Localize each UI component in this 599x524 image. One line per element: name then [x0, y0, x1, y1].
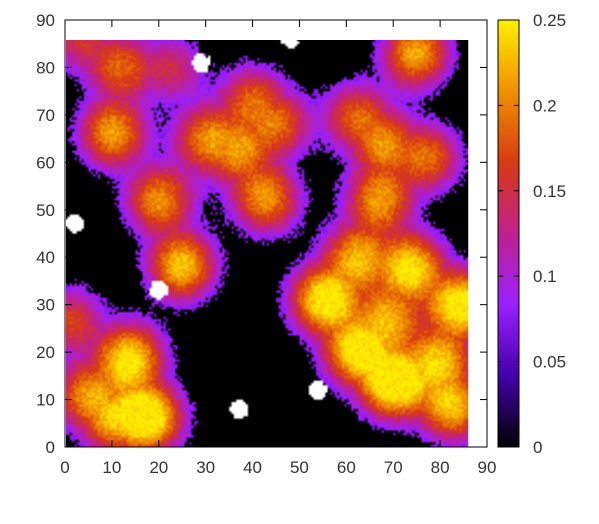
colorbar-tick-label: 0.2: [533, 96, 557, 115]
x-tick-label: 30: [196, 458, 215, 477]
x-tick-label: 90: [478, 458, 497, 477]
colorbar-tick-label: 0.25: [533, 11, 566, 30]
y-tick-label: 80: [36, 58, 55, 77]
x-tick-label: 10: [102, 458, 121, 477]
y-tick-label: 60: [36, 153, 55, 172]
heatmap-image: [65, 39, 468, 447]
y-tick-label: 10: [36, 391, 55, 410]
y-tick-label: 90: [36, 11, 55, 30]
colorbar-tick-label: 0.1: [533, 267, 557, 286]
x-tick-label: 80: [431, 458, 450, 477]
x-tick-label: 20: [149, 458, 168, 477]
colorbar-tick-label: 0.05: [533, 353, 566, 372]
y-tick-label: 30: [36, 296, 55, 315]
x-tick-label: 70: [384, 458, 403, 477]
x-tick-label: 0: [60, 458, 69, 477]
y-tick-label: 20: [36, 343, 55, 362]
x-tick-label: 60: [337, 458, 356, 477]
y-tick-label: 40: [36, 248, 55, 267]
y-tick-label: 50: [36, 201, 55, 220]
colorbar: 0 0.05 0.1 0.15 0.2 0.25: [498, 11, 566, 457]
x-tick-label: 50: [290, 458, 309, 477]
colorbar-tick-label: 0: [533, 438, 542, 457]
plot-area: 0 10 20 30 40 50 60 70 80 90 0 10 20 30 40 50 60 70 80 90: [36, 11, 496, 477]
y-tick-label: 0: [46, 438, 55, 457]
y-tick-label: 70: [36, 106, 55, 125]
colorbar-gradient: [498, 20, 519, 447]
x-tick-label: 40: [243, 458, 262, 477]
heatmap-clip-group: [65, 39, 468, 447]
colorbar-tick-label: 0.15: [533, 182, 566, 201]
heatmap-layer: [65, 39, 468, 447]
